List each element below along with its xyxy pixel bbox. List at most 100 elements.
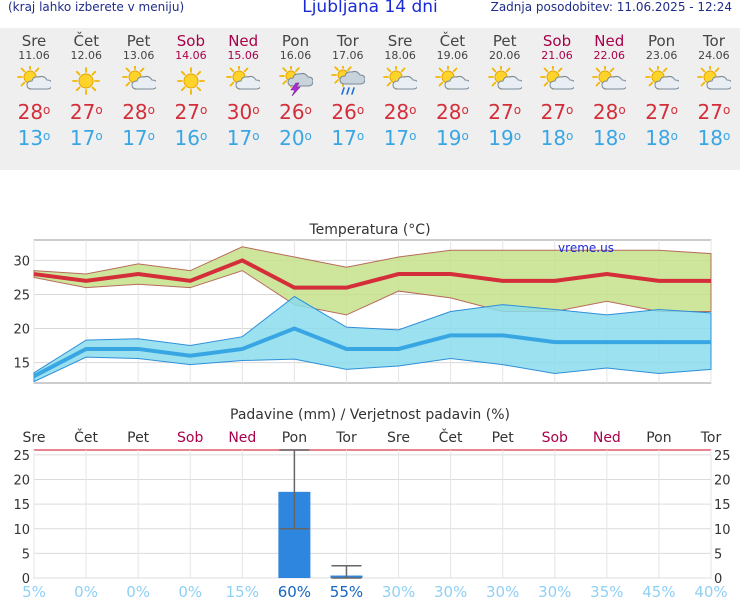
temp-max: 26o bbox=[279, 100, 312, 124]
precipitation-probability: 35% bbox=[590, 583, 623, 600]
temp-min: 17o bbox=[122, 126, 155, 150]
precipitation-probability: 30% bbox=[486, 583, 519, 600]
day-date: 24.06 bbox=[698, 49, 730, 62]
y-tick-label-right: 5 bbox=[714, 547, 722, 562]
temp-max: 28o bbox=[383, 100, 417, 124]
day-name: Sob bbox=[542, 32, 572, 50]
sun-cloud-icon bbox=[583, 64, 635, 96]
day-column: Pon 23.06 27o 18o bbox=[636, 28, 688, 151]
temp-max: 27o bbox=[540, 100, 574, 124]
x-tick-label: Tor bbox=[700, 430, 722, 446]
day-date: 22.06 bbox=[593, 49, 626, 62]
day-date: 15.06 bbox=[227, 49, 259, 62]
day-name: Tor bbox=[702, 32, 725, 50]
sun-cloud-icon bbox=[426, 64, 478, 96]
day-name: Pet bbox=[492, 32, 517, 50]
temp-max: 27o bbox=[69, 100, 103, 124]
day-date: 12.06 bbox=[70, 49, 103, 62]
day-column: Ned 22.06 28o 18o bbox=[583, 28, 635, 151]
precipitation-chart: Padavine (mm) / Verjetnost padavin (%) Sr… bbox=[13, 407, 731, 600]
temp-min: 17o bbox=[69, 126, 103, 150]
sun-cloud-icon bbox=[636, 64, 688, 96]
x-tick-label: Pet bbox=[492, 430, 515, 446]
precipitation-probability: 30% bbox=[382, 583, 415, 600]
rain-icon bbox=[322, 63, 374, 96]
forecast-strip: Sre 11.06 28o 13o Čet 12.06 27o 17o Pet 13.06 28o 1… bbox=[0, 28, 740, 170]
page-title: Ljubljana 14 dni bbox=[302, 0, 438, 17]
day-name: Čet bbox=[439, 32, 466, 50]
day-name: Pon bbox=[647, 32, 676, 50]
day-date: 13.06 bbox=[122, 49, 155, 62]
sun-icon bbox=[165, 66, 217, 96]
precipitation-probability: 15% bbox=[226, 583, 259, 600]
temp-max: 27o bbox=[488, 100, 522, 124]
sun-cloud-icon bbox=[374, 64, 426, 96]
temp-min: 20o bbox=[279, 126, 312, 150]
x-tick-label: Sre bbox=[387, 430, 410, 446]
x-tick-label: Čet bbox=[439, 428, 463, 446]
day-date: 23.06 bbox=[645, 49, 678, 62]
precipitation-probability: 45% bbox=[642, 583, 675, 600]
temp-max: 28o bbox=[122, 100, 155, 124]
day-date: 11.06 bbox=[18, 49, 50, 62]
temp-min: 17o bbox=[331, 126, 365, 150]
x-tick-label: Sre bbox=[23, 430, 46, 446]
day-date: 20.06 bbox=[488, 49, 521, 62]
precipitation-probability: 0% bbox=[74, 583, 98, 600]
sun-icon bbox=[60, 66, 112, 96]
day-column: Tor 17.06 26o 17o bbox=[322, 28, 374, 151]
temp-min: 17o bbox=[226, 126, 260, 150]
temp-min: 18o bbox=[697, 126, 731, 150]
sun-cloud-icon bbox=[688, 64, 740, 96]
temp-min: 18o bbox=[540, 126, 574, 150]
precipitation-probability: 30% bbox=[538, 583, 571, 600]
y-tick-label-left: 25 bbox=[13, 449, 30, 464]
precipitation-probability: 55% bbox=[330, 583, 363, 600]
y-tick-label-right: 20 bbox=[714, 474, 731, 489]
thunderstorm-icon bbox=[270, 64, 322, 97]
x-tick-label: Pon bbox=[282, 430, 307, 446]
y-tick-label-right: 15 bbox=[714, 498, 731, 513]
temp-max: 28o bbox=[592, 100, 626, 124]
y-tick-label-left: 10 bbox=[13, 523, 30, 538]
x-tick-label: Ned bbox=[228, 430, 256, 446]
day-column: Sre 18.06 28o 17o bbox=[374, 28, 426, 151]
temp-max: 30o bbox=[226, 100, 260, 124]
day-name: Tor bbox=[336, 32, 359, 50]
day-column: Tor 24.06 27o 18o bbox=[688, 28, 740, 151]
x-tick-label: Pon bbox=[646, 430, 671, 446]
day-column: Pet 20.06 27o 19o bbox=[479, 28, 531, 151]
sun-cloud-icon bbox=[8, 64, 60, 96]
y-tick-label-right: 0 bbox=[714, 572, 722, 587]
day-column: Sob 14.06 27o 16o bbox=[165, 28, 217, 151]
y-tick-label-right: 25 bbox=[714, 449, 731, 464]
day-column: Čet 19.06 28o 19o bbox=[426, 28, 478, 151]
temp-min: 18o bbox=[592, 126, 626, 150]
day-column: Čet 12.06 27o 17o bbox=[60, 28, 112, 151]
temperature-chart-title: Temperatura (°C) bbox=[308, 222, 430, 238]
temp-max: 28o bbox=[17, 100, 51, 124]
y-tick-label: 25 bbox=[13, 288, 30, 303]
day-name: Čet bbox=[73, 32, 100, 50]
x-tick-label: Tor bbox=[335, 430, 357, 446]
temp-min: 16o bbox=[174, 126, 208, 150]
precipitation-probability: 60% bbox=[278, 583, 311, 600]
x-tick-label: Pet bbox=[127, 430, 150, 446]
temp-min: 19o bbox=[488, 126, 522, 150]
temp-min: 19o bbox=[435, 126, 469, 150]
y-tick-label: 20 bbox=[13, 323, 30, 338]
sun-cloud-icon bbox=[531, 64, 583, 96]
day-column: Sre 11.06 28o 13o bbox=[8, 28, 60, 151]
precipitation-probability: 0% bbox=[126, 583, 150, 600]
x-tick-label: Sob bbox=[542, 430, 568, 446]
plot-area bbox=[33, 449, 712, 579]
temp-max: 26o bbox=[331, 100, 365, 124]
temp-max: 27o bbox=[645, 100, 678, 124]
day-name: Ned bbox=[594, 32, 625, 50]
x-tick-label: Ned bbox=[593, 430, 621, 446]
day-date: 14.06 bbox=[175, 49, 207, 62]
y-tick-label-left: 20 bbox=[13, 474, 30, 489]
precipitation-probability: 40% bbox=[694, 583, 727, 600]
day-column: Sob 21.06 27o 18o bbox=[531, 28, 583, 151]
day-date: 17.06 bbox=[332, 49, 364, 62]
